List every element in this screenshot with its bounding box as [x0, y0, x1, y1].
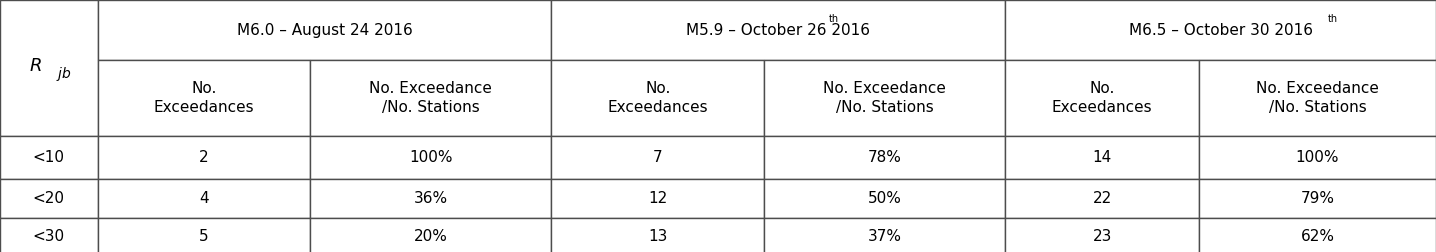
Text: 5: 5 — [200, 229, 208, 244]
Bar — [98, 60, 310, 136]
Bar — [551, 0, 1005, 60]
Text: 7: 7 — [653, 150, 662, 165]
Text: 4: 4 — [200, 191, 208, 206]
Text: $jb$: $jb$ — [56, 65, 72, 83]
Text: M5.9 – October 26 2016: M5.9 – October 26 2016 — [686, 23, 870, 38]
Text: No.
Exceedances: No. Exceedances — [1051, 81, 1153, 115]
Bar — [1199, 179, 1436, 218]
Bar — [1005, 218, 1199, 252]
Text: 50%: 50% — [867, 191, 902, 206]
Text: 13: 13 — [648, 229, 668, 244]
Bar — [1005, 60, 1199, 136]
Bar — [98, 218, 310, 252]
Bar — [98, 179, 310, 218]
Bar — [0, 179, 98, 218]
Bar — [764, 218, 1005, 252]
Bar — [1199, 218, 1436, 252]
Text: 20%: 20% — [414, 229, 448, 244]
Bar — [0, 136, 98, 179]
Text: 22: 22 — [1093, 191, 1111, 206]
Bar — [1005, 136, 1199, 179]
Text: <30: <30 — [33, 229, 65, 244]
Text: <10: <10 — [33, 150, 65, 165]
Bar — [551, 60, 764, 136]
Bar — [764, 60, 1005, 136]
Bar — [1005, 179, 1199, 218]
Text: 62%: 62% — [1301, 229, 1334, 244]
Text: M6.5 – October 30 2016: M6.5 – October 30 2016 — [1129, 23, 1313, 38]
Text: 36%: 36% — [414, 191, 448, 206]
Bar — [551, 179, 764, 218]
Text: No.
Exceedances: No. Exceedances — [154, 81, 254, 115]
Text: 23: 23 — [1093, 229, 1111, 244]
Text: 37%: 37% — [867, 229, 902, 244]
Bar — [0, 0, 98, 136]
Bar — [764, 179, 1005, 218]
Bar — [310, 136, 551, 179]
Text: No. Exceedance
/No. Stations: No. Exceedance /No. Stations — [369, 81, 493, 115]
Text: 2: 2 — [200, 150, 208, 165]
Bar — [1199, 136, 1436, 179]
Bar — [551, 218, 764, 252]
Bar — [764, 136, 1005, 179]
Text: 78%: 78% — [867, 150, 902, 165]
Text: 14: 14 — [1093, 150, 1111, 165]
Bar — [0, 218, 98, 252]
Bar — [310, 60, 551, 136]
Text: $R$: $R$ — [29, 56, 42, 75]
Text: 12: 12 — [648, 191, 668, 206]
Bar — [310, 179, 551, 218]
Text: th: th — [1328, 14, 1338, 24]
Text: No. Exceedance
/No. Stations: No. Exceedance /No. Stations — [1256, 81, 1379, 115]
Text: <20: <20 — [33, 191, 65, 206]
Text: th: th — [829, 14, 839, 24]
Text: M6.0 – August 24 2016: M6.0 – August 24 2016 — [237, 23, 412, 38]
Text: 100%: 100% — [409, 150, 452, 165]
Bar — [98, 136, 310, 179]
Bar — [1005, 0, 1436, 60]
Bar — [310, 218, 551, 252]
Text: 100%: 100% — [1295, 150, 1340, 165]
Bar — [98, 0, 551, 60]
Bar — [551, 136, 764, 179]
Text: No.
Exceedances: No. Exceedances — [607, 81, 708, 115]
Text: 79%: 79% — [1301, 191, 1334, 206]
Text: No. Exceedance
/No. Stations: No. Exceedance /No. Stations — [823, 81, 946, 115]
Bar — [1199, 60, 1436, 136]
